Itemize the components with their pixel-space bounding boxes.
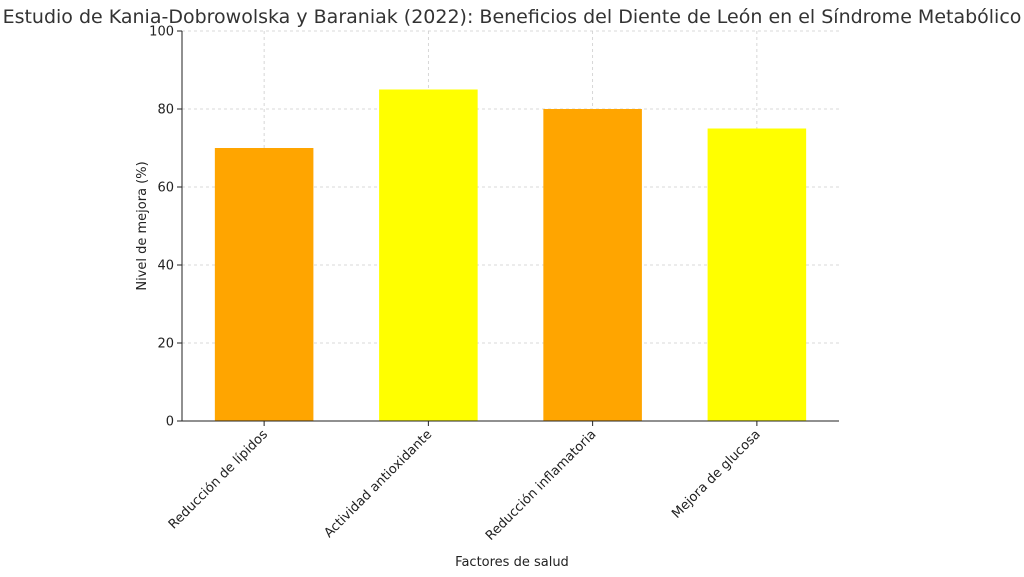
- y-tick-label: 0: [166, 415, 174, 430]
- y-tick-label: 20: [157, 337, 174, 352]
- x-tick-label: Reducción inflamatoria: [483, 427, 600, 544]
- x-tick-label: Actividad antioxidante: [322, 427, 436, 541]
- bar-2: [379, 89, 478, 421]
- y-tick-label: 60: [157, 181, 174, 196]
- bar-3: [543, 109, 642, 421]
- y-axis-label: Nivel de mejora (%): [135, 161, 150, 290]
- y-tick-label: 100: [149, 25, 174, 40]
- y-tick-label: 80: [157, 103, 174, 118]
- x-tick-label: Reducción de lípidos: [166, 427, 271, 532]
- bar-1: [214, 148, 314, 421]
- bar-4: [707, 128, 807, 421]
- x-tick-label: Mejora de glucosa: [669, 427, 763, 521]
- x-axis-label: Factores de salud: [455, 555, 569, 570]
- y-tick-label: 40: [157, 259, 174, 274]
- chart-title: Estudio de Kania-Dobrowolska y Baraniak …: [3, 6, 1022, 28]
- bars: [214, 89, 807, 421]
